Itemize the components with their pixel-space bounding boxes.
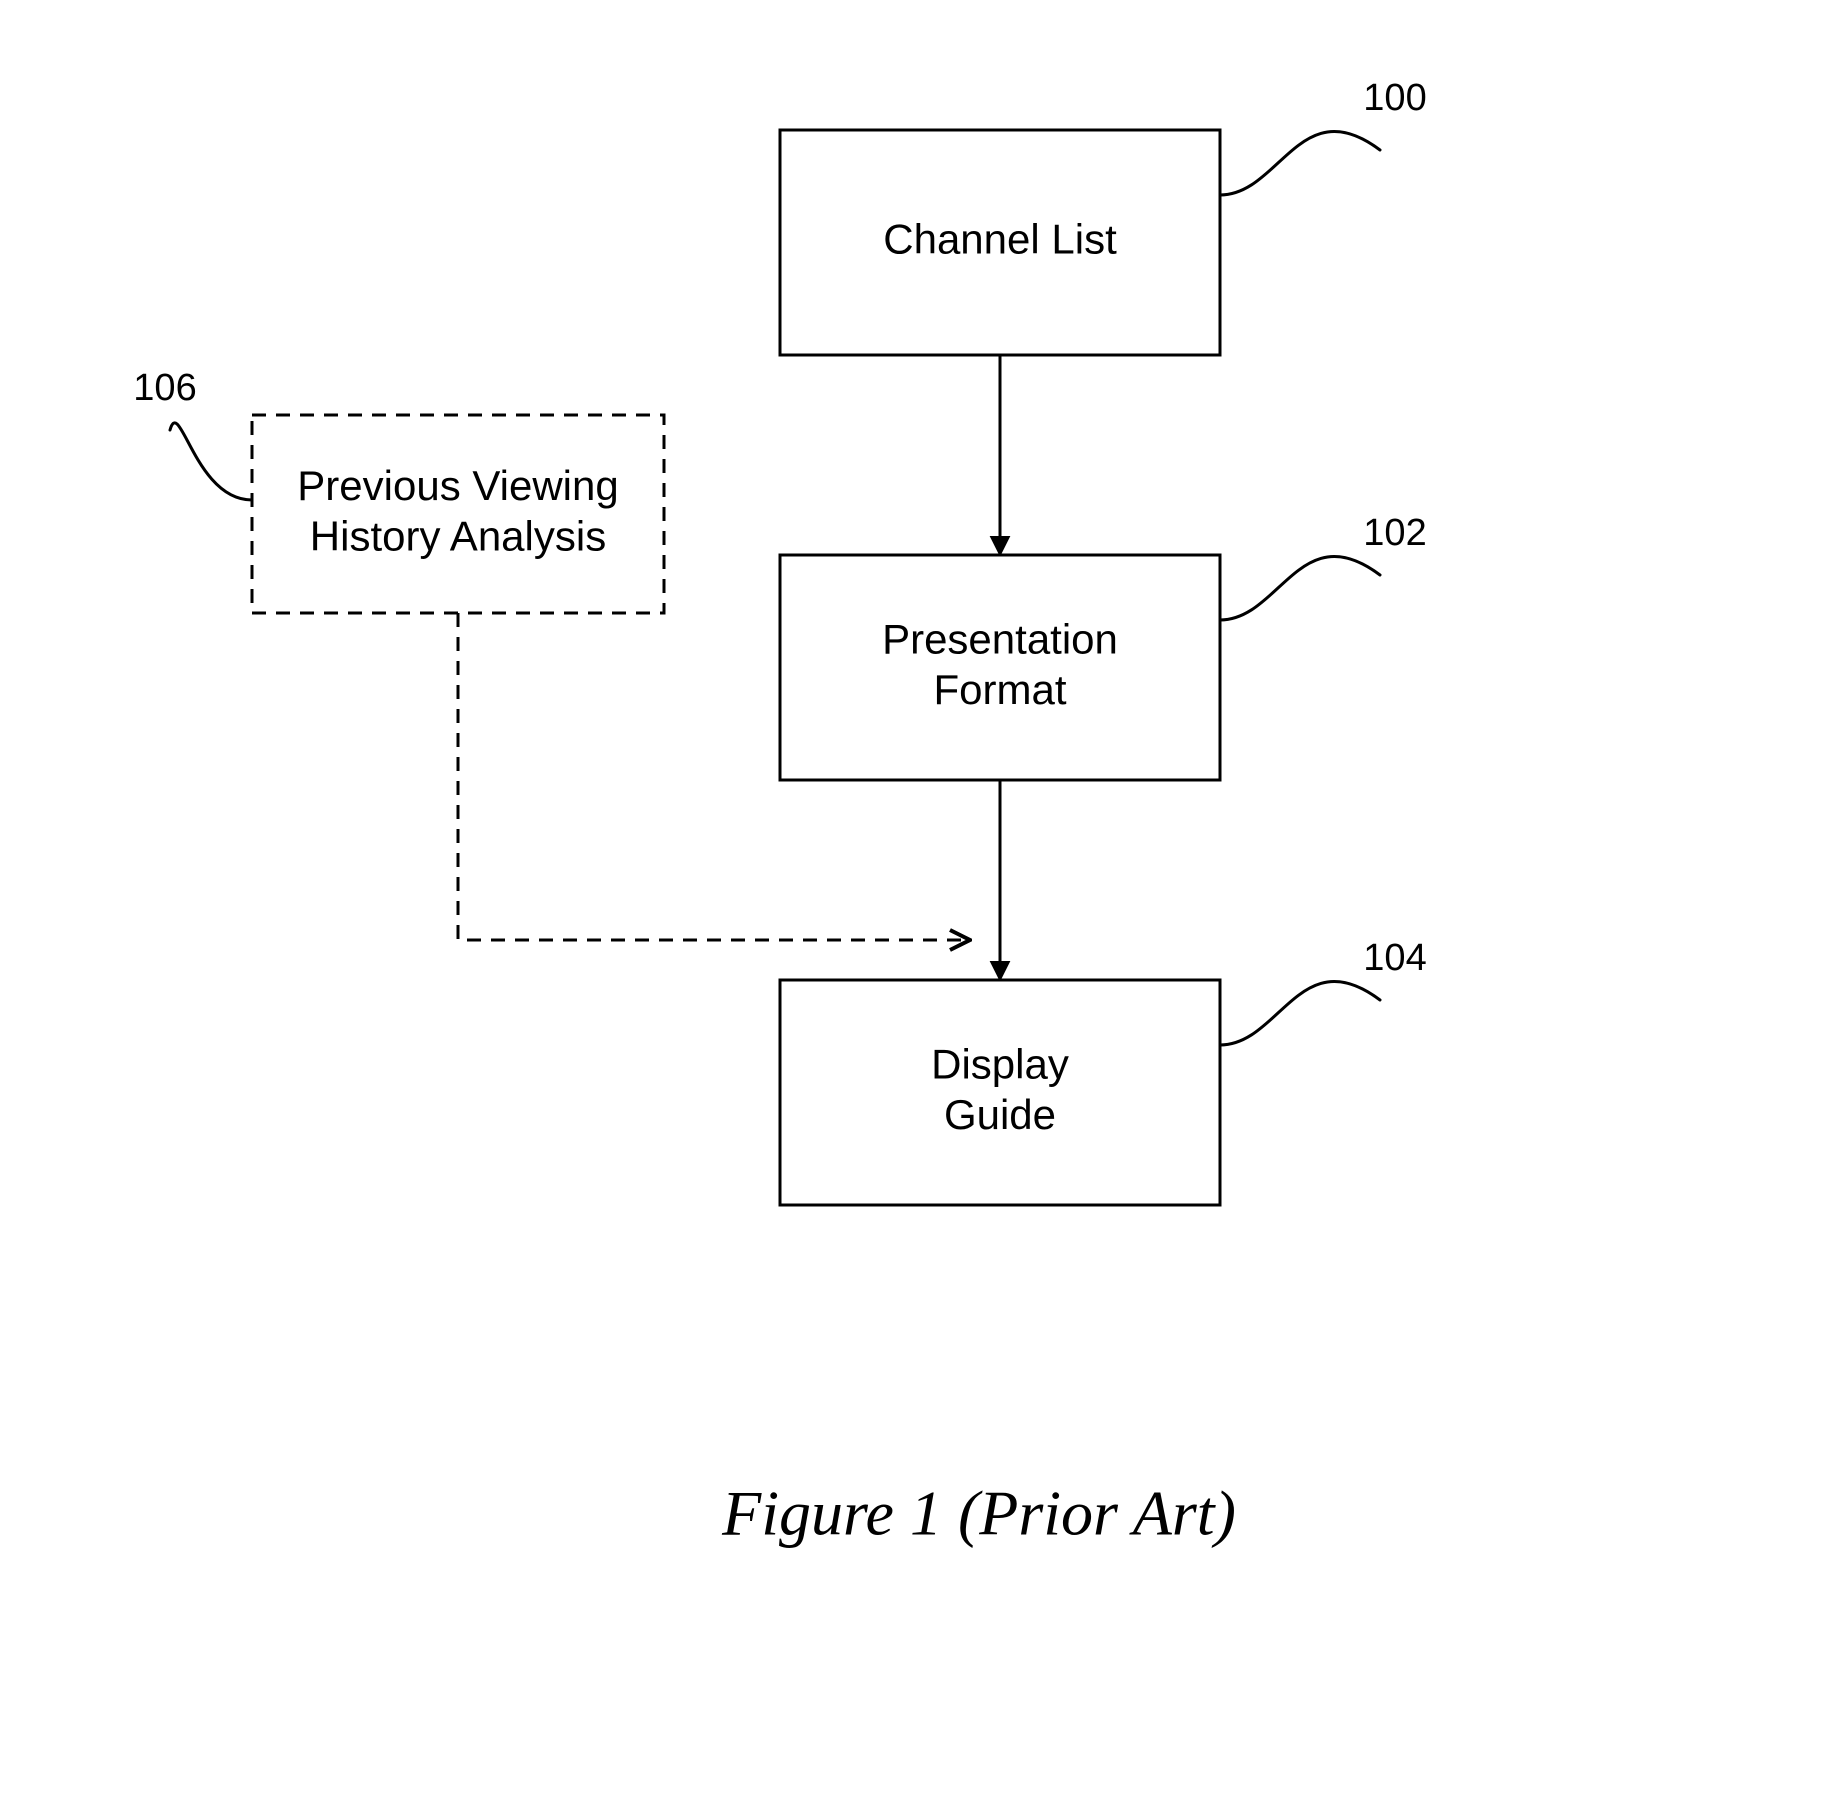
reference-number: 100 <box>1363 77 1426 119</box>
node-label: Channel List <box>883 216 1117 263</box>
node-presentation: PresentationFormat 102 <box>780 512 1427 780</box>
reference-number: 102 <box>1363 512 1426 554</box>
callout-line <box>1220 981 1380 1045</box>
node-history: Previous ViewingHistory Analysis 106 <box>133 367 664 613</box>
node-label: Display <box>931 1040 1069 1087</box>
figure-caption: Figure 1 (Prior Art) <box>721 1478 1236 1549</box>
callout-line <box>170 423 252 500</box>
reference-number: 104 <box>1363 937 1426 979</box>
callout-line <box>1220 556 1380 620</box>
node-label: Guide <box>944 1091 1056 1138</box>
node-label: Format <box>933 666 1066 713</box>
node-label: History Analysis <box>310 512 606 559</box>
node-display_guide: DisplayGuide 104 <box>780 937 1427 1205</box>
node-label: Presentation <box>882 615 1118 662</box>
callout-line <box>1220 131 1380 195</box>
reference-number: 106 <box>133 367 196 409</box>
node-channel_list: Channel List 100 <box>780 77 1427 355</box>
node-label: Previous Viewing <box>297 462 618 509</box>
